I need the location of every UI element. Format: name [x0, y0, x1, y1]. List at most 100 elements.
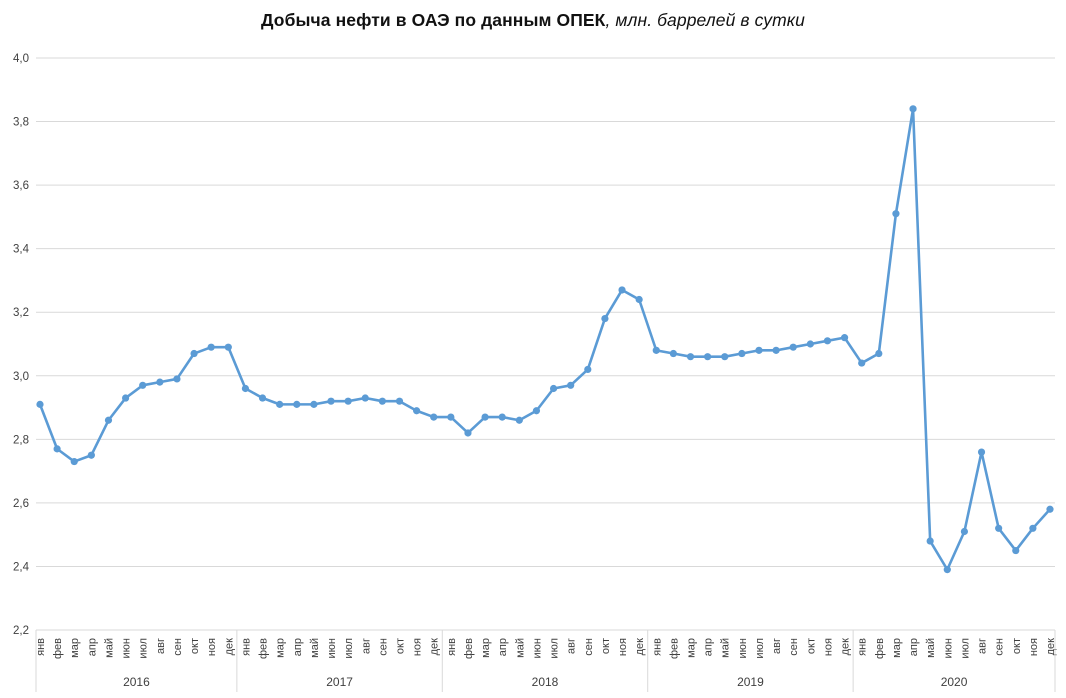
data-point-marker	[276, 400, 284, 408]
x-axis-month-label: окт	[189, 638, 201, 654]
x-axis-month-label: сен	[377, 638, 389, 656]
x-axis-month-label: окт	[600, 638, 612, 654]
x-axis-month-label: июн	[326, 638, 338, 658]
data-point-marker	[327, 397, 335, 405]
data-point-marker	[87, 451, 95, 459]
data-point-marker	[772, 346, 780, 354]
data-point-marker	[549, 384, 558, 393]
chart-title-units: , млн. баррелей в сутки	[605, 10, 805, 30]
data-point-marker	[258, 394, 267, 402]
chart-title: Добыча нефти в ОАЭ по данным ОПЕК, млн. …	[0, 10, 1066, 31]
x-axis-year-label: 2016	[123, 675, 150, 689]
data-point-marker	[447, 413, 455, 421]
data-point-marker	[207, 343, 215, 351]
x-axis-month-label: авг	[360, 638, 372, 654]
x-axis-month-label: ноя	[617, 638, 629, 656]
data-point-marker	[858, 359, 866, 367]
data-point-marker	[53, 445, 61, 453]
data-point-marker	[70, 457, 78, 466]
x-axis-month-label: окт	[394, 638, 406, 654]
x-axis-year-label: 2020	[941, 675, 968, 689]
y-axis-tick-label: 2,8	[13, 434, 29, 446]
x-axis-month-label: дек	[634, 638, 646, 656]
data-point-marker	[104, 416, 113, 424]
data-line	[38, 107, 1052, 571]
data-point-marker	[995, 524, 1003, 532]
x-axis-month-label: мар	[686, 638, 698, 658]
x-axis-month-label: фев	[463, 638, 475, 659]
data-point-marker	[498, 413, 506, 421]
x-axis-month-label: май	[925, 638, 937, 658]
x-axis-month-label: мар	[480, 638, 492, 658]
data-point-marker	[121, 394, 130, 402]
x-axis-month-label: ноя	[206, 638, 218, 656]
x-axis-month-label: май	[309, 638, 321, 658]
data-point-marker	[224, 343, 232, 351]
x-axis-month-label: фев	[668, 638, 680, 659]
x-axis-month-label: ноя	[1028, 638, 1040, 656]
x-axis-month-label: фев	[258, 638, 270, 659]
x-axis-month-label: апр	[292, 638, 304, 656]
x-axis-month-label: мар	[891, 638, 903, 658]
x-axis-month-label: сен	[583, 638, 595, 656]
x-axis-month-label: мар	[275, 638, 287, 658]
x-axis-year-label: 2018	[532, 675, 559, 689]
x-axis-month-label: июл	[343, 638, 355, 659]
x-axis-month-label: дек	[429, 638, 441, 656]
data-point-marker	[892, 210, 900, 218]
x-axis-month-label: июн	[942, 638, 954, 658]
data-point-marker	[669, 349, 677, 358]
x-axis-month-label: авг	[771, 638, 783, 654]
data-point-marker	[361, 394, 369, 402]
data-point-marker	[635, 295, 643, 304]
x-axis-month-label: июл	[549, 638, 561, 659]
x-axis-month-label: авг	[977, 638, 989, 654]
data-point-marker	[567, 381, 575, 389]
data-point-marker	[601, 314, 609, 323]
data-point-marker	[686, 353, 695, 361]
x-axis-month-label: окт	[1011, 638, 1023, 654]
x-axis-month-label: фев	[52, 638, 64, 659]
data-point-marker	[293, 400, 301, 408]
x-axis-month-label: янв	[35, 638, 47, 656]
data-point-marker	[464, 429, 472, 437]
data-point-marker	[430, 413, 438, 421]
x-axis-month-label: ноя	[822, 638, 834, 656]
data-point-marker	[1046, 505, 1054, 513]
chart-title-main: Добыча нефти в ОАЭ по данным ОПЕК	[261, 10, 606, 30]
data-point-marker	[481, 413, 489, 421]
x-axis-month-label: окт	[805, 638, 817, 654]
x-axis-month-label: май	[514, 638, 526, 658]
data-point-marker	[806, 340, 814, 348]
y-axis-tick-label: 2,6	[13, 498, 29, 510]
data-point-marker	[241, 384, 250, 393]
x-axis-month-label: дек	[1045, 638, 1057, 656]
x-axis-month-label: сен	[788, 638, 800, 656]
data-point-marker	[1012, 546, 1020, 555]
data-point-marker	[721, 353, 729, 361]
data-point-marker	[190, 349, 198, 358]
x-axis-month-label: авг	[566, 638, 578, 654]
x-axis-month-label: ноя	[412, 638, 424, 656]
y-axis-tick-label: 3,4	[13, 244, 30, 256]
y-axis-tick-label: 2,2	[13, 625, 29, 637]
data-point-marker	[755, 346, 763, 354]
data-point-marker	[875, 349, 883, 358]
x-axis-month-label: июн	[121, 638, 133, 658]
x-axis-month-label: апр	[86, 638, 98, 656]
data-point-marker	[943, 566, 951, 574]
x-axis-month-label: янв	[240, 638, 252, 656]
data-point-marker	[840, 334, 849, 342]
data-point-marker	[139, 381, 147, 389]
x-axis-month-label: дек	[840, 638, 852, 656]
x-axis-month-label: дек	[223, 638, 235, 656]
x-axis-month-label: июл	[754, 638, 766, 659]
x-axis-month-label: янв	[446, 638, 458, 656]
y-axis-tick-label: 3,0	[13, 371, 29, 383]
x-axis-month-label: янв	[857, 638, 869, 656]
x-axis-month-label: сен	[994, 638, 1006, 656]
y-axis-tick-label: 3,8	[13, 117, 29, 129]
data-point-marker	[584, 365, 592, 374]
y-axis-tick-label: 3,6	[13, 180, 29, 192]
